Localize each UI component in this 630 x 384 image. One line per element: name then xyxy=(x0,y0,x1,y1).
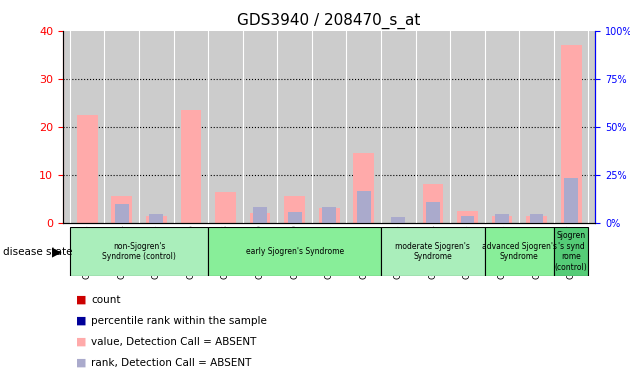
Text: ■: ■ xyxy=(76,295,86,305)
Text: ▶: ▶ xyxy=(52,245,62,258)
Bar xyxy=(554,227,588,276)
Bar xyxy=(391,217,405,223)
Bar xyxy=(526,215,547,223)
Bar xyxy=(484,227,554,276)
Text: disease state: disease state xyxy=(3,247,72,257)
Bar xyxy=(323,207,336,223)
Text: Sjogren
's synd
rome
(control): Sjogren 's synd rome (control) xyxy=(555,232,588,271)
Bar xyxy=(215,192,236,223)
Bar xyxy=(70,227,208,276)
Text: percentile rank within the sample: percentile rank within the sample xyxy=(91,316,267,326)
Bar xyxy=(319,208,340,223)
Bar xyxy=(426,202,440,223)
Bar xyxy=(146,215,167,223)
Text: ■: ■ xyxy=(76,316,86,326)
Bar xyxy=(112,196,132,223)
Bar xyxy=(353,153,374,223)
Bar xyxy=(253,207,267,223)
Bar xyxy=(288,212,302,223)
Bar xyxy=(495,214,509,223)
Bar xyxy=(564,177,578,223)
Bar xyxy=(491,215,512,223)
Bar xyxy=(423,184,444,223)
Text: rank, Detection Call = ABSENT: rank, Detection Call = ABSENT xyxy=(91,358,252,368)
Text: early Sjogren's Syndrome: early Sjogren's Syndrome xyxy=(246,247,344,256)
Bar xyxy=(181,110,201,223)
Bar xyxy=(561,45,581,223)
Bar xyxy=(149,214,163,223)
Text: advanced Sjogren's
Syndrome: advanced Sjogren's Syndrome xyxy=(482,242,557,261)
Text: count: count xyxy=(91,295,121,305)
Text: ■: ■ xyxy=(76,337,86,347)
Text: ■: ■ xyxy=(76,358,86,368)
Bar xyxy=(208,227,381,276)
Bar xyxy=(77,115,98,223)
Bar xyxy=(381,227,484,276)
Bar xyxy=(115,204,129,223)
Text: non-Sjogren's
Syndrome (control): non-Sjogren's Syndrome (control) xyxy=(102,242,176,261)
Bar xyxy=(530,214,544,223)
Title: GDS3940 / 208470_s_at: GDS3940 / 208470_s_at xyxy=(238,13,421,29)
Bar xyxy=(461,216,474,223)
Bar xyxy=(284,196,305,223)
Bar xyxy=(357,191,370,223)
Text: moderate Sjogren's
Syndrome: moderate Sjogren's Syndrome xyxy=(396,242,471,261)
Bar xyxy=(457,211,478,223)
Bar xyxy=(249,213,270,223)
Text: value, Detection Call = ABSENT: value, Detection Call = ABSENT xyxy=(91,337,257,347)
